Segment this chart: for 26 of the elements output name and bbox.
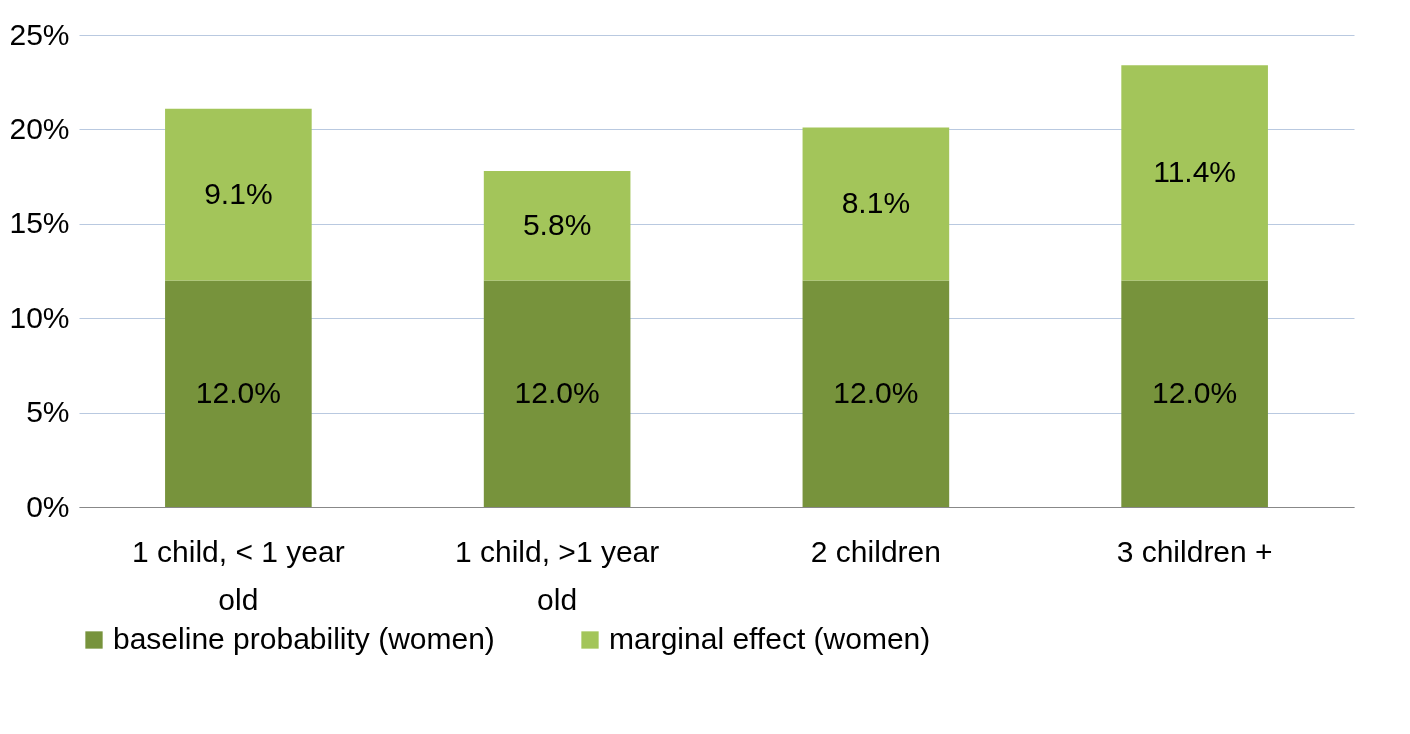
data-label: 12.0% bbox=[514, 375, 600, 409]
y-tick-label: 10% bbox=[9, 300, 70, 334]
bar bbox=[802, 127, 950, 281]
bar bbox=[165, 280, 312, 507]
data-label: 9.1% bbox=[204, 176, 273, 210]
data-label: 12.0% bbox=[833, 375, 919, 409]
y-tick-label: 15% bbox=[9, 206, 70, 240]
y-tick-label: 0% bbox=[26, 489, 70, 523]
x-tick-label: 3 children + bbox=[1116, 534, 1273, 568]
data-label: 12.0% bbox=[1152, 375, 1238, 409]
data-label: 5.8% bbox=[522, 207, 592, 241]
bar bbox=[483, 170, 631, 281]
data-label: 8.1% bbox=[841, 185, 911, 219]
legend-label: baseline probability (women) bbox=[113, 622, 495, 655]
bar bbox=[1121, 280, 1268, 507]
bar bbox=[483, 280, 631, 507]
legend-label: marginal effect (women) bbox=[609, 622, 931, 655]
bar bbox=[802, 280, 950, 507]
bar bbox=[165, 108, 312, 281]
data-label: 12.0% bbox=[195, 375, 281, 409]
bar bbox=[1121, 65, 1268, 281]
data-label: 11.4% bbox=[1153, 154, 1237, 188]
y-tick-label: 20% bbox=[9, 111, 70, 145]
y-tick-label: 5% bbox=[26, 395, 70, 429]
x-tick-label: 2 children bbox=[810, 534, 941, 568]
y-tick-label: 25% bbox=[9, 17, 70, 51]
